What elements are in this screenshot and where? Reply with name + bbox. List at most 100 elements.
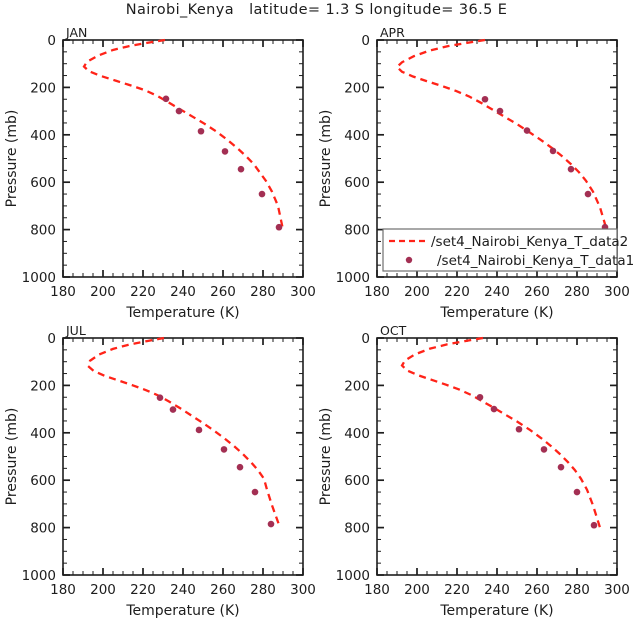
y-tick-label: 1000 <box>336 270 370 286</box>
panel-title: OCT <box>380 323 407 338</box>
x-tick-label: 180 <box>364 284 390 300</box>
y-tick-label: 200 <box>344 378 370 394</box>
x-tick-label: 240 <box>170 582 196 598</box>
y-tick-label: 600 <box>344 175 370 191</box>
y-tick-label: 800 <box>344 223 370 239</box>
data-point <box>549 147 557 155</box>
x-tick-label: 180 <box>50 284 76 300</box>
data-point <box>175 107 183 115</box>
data-point <box>236 463 244 471</box>
data-point <box>584 190 592 198</box>
x-tick-label: 280 <box>250 582 276 598</box>
panel-oct: 180 200 220 240 260 280 300 0 200 400 600 800 1000 Te… <box>314 316 633 619</box>
y-tick-label: 800 <box>30 223 56 239</box>
x-tick-label: 220 <box>444 284 470 300</box>
x-tick-label: 260 <box>524 284 550 300</box>
y-tick-label: 0 <box>361 33 370 49</box>
data-point <box>275 223 283 231</box>
series-line <box>400 336 602 528</box>
panel-title: APR <box>380 25 405 40</box>
data-point <box>237 165 245 173</box>
data-point <box>540 446 548 453</box>
panel-jul: 180 200 220 240 260 280 300 0 200 400 600 800 1000 Te… <box>0 316 319 619</box>
data-point <box>251 488 259 496</box>
legend-label-data1: /set4_Nairobi_Kenya_T_data1 <box>437 253 633 269</box>
x-tick-label: 200 <box>90 284 116 300</box>
series-line <box>86 336 282 528</box>
series-markers <box>481 95 609 231</box>
data-point <box>195 426 203 434</box>
y-tick-label: 400 <box>344 426 370 442</box>
y-tick-label: 400 <box>30 426 56 442</box>
x-tick-label: 180 <box>364 582 390 598</box>
y-tick-label: 400 <box>344 128 370 144</box>
x-axis-title: Temperature (K) <box>439 603 553 619</box>
y-axis-title: Pressure (mb) <box>318 408 334 506</box>
legend-label-data2: /set4_Nairobi_Kenya_T_data2 <box>431 234 628 250</box>
x-tick-label: 240 <box>484 582 510 598</box>
x-tick-label: 220 <box>130 284 156 300</box>
x-tick-label: 280 <box>564 582 590 598</box>
x-tick-label: 220 <box>130 582 156 598</box>
data-point <box>267 520 275 528</box>
x-tick-label: 300 <box>604 582 630 598</box>
data-point <box>523 127 531 134</box>
y-tick-label: 800 <box>344 521 370 537</box>
y-tick-label: 200 <box>344 80 370 96</box>
x-tick-label: 300 <box>290 582 316 598</box>
data-point <box>221 148 229 155</box>
data-point <box>197 127 205 135</box>
y-tick-label: 600 <box>344 473 370 489</box>
data-point <box>515 425 523 433</box>
series-markers <box>476 393 598 529</box>
data-point <box>162 95 170 103</box>
panel-jan: 180 200 220 240 260 280 300 0 200 400 600 800 1000 Te… <box>0 18 319 321</box>
series-line <box>395 38 609 232</box>
series-markers <box>156 394 275 528</box>
x-tick-label: 300 <box>290 284 316 300</box>
legend-dot-sample <box>405 256 413 264</box>
data-point <box>156 394 164 402</box>
data-point <box>258 190 266 198</box>
y-axis-title: Pressure (mb) <box>4 408 20 506</box>
data-point <box>490 405 498 413</box>
y-tick-label: 0 <box>361 331 370 347</box>
x-tick-label: 280 <box>564 284 590 300</box>
panel-apr: 180 200 220 240 260 280 300 0 200 400 600 800 1000 Te… <box>314 18 633 321</box>
x-tick-label: 240 <box>170 284 196 300</box>
figure-suptitle: Nairobi_Kenya latitude= 1.3 S longitude=… <box>125 2 508 18</box>
data-point <box>567 165 575 173</box>
data-point <box>557 463 565 471</box>
x-tick-label: 200 <box>404 284 430 300</box>
x-axis-title: Temperature (K) <box>125 305 239 321</box>
data-point <box>220 446 228 453</box>
x-tick-label: 280 <box>250 284 276 300</box>
x-tick-label: 180 <box>50 582 76 598</box>
x-tick-label: 200 <box>404 582 430 598</box>
data-point <box>169 406 177 413</box>
x-tick-label: 200 <box>90 582 116 598</box>
y-tick-label: 200 <box>30 378 56 394</box>
y-tick-label: 1000 <box>22 568 56 584</box>
data-point <box>590 521 598 529</box>
x-tick-label: 260 <box>524 582 550 598</box>
data-point <box>476 393 484 401</box>
x-tick-label: 260 <box>210 582 236 598</box>
data-point <box>496 107 504 115</box>
y-axis-title: Pressure (mb) <box>318 110 334 208</box>
series-line <box>82 38 285 230</box>
y-tick-label: 600 <box>30 175 56 191</box>
y-tick-label: 200 <box>30 80 56 96</box>
x-axis-title: Temperature (K) <box>439 305 553 321</box>
y-tick-label: 0 <box>47 331 56 347</box>
panel-title: JAN <box>65 25 87 40</box>
data-point <box>481 95 489 103</box>
x-tick-label: 220 <box>444 582 470 598</box>
y-tick-label: 0 <box>47 33 56 49</box>
x-tick-label: 300 <box>604 284 630 300</box>
series-markers <box>162 95 283 231</box>
y-tick-label: 1000 <box>22 270 56 286</box>
y-axis-title: Pressure (mb) <box>4 110 20 208</box>
y-tick-label: 400 <box>30 128 56 144</box>
